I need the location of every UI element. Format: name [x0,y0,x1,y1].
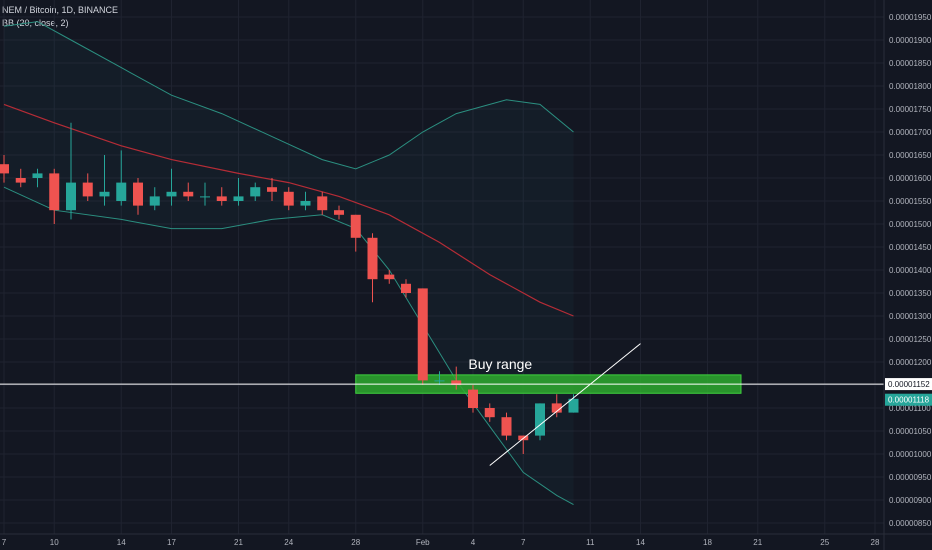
candle-body [49,173,60,211]
candle-body [568,398,579,413]
candles [0,122,579,454]
price-axis-panel [884,0,932,550]
candle-body [468,389,478,408]
candle-body [300,201,311,206]
y-tick-label: 0.00001800 [889,82,932,91]
x-tick-label: 11 [586,538,595,547]
hline-price-label: 0.00001152 [888,380,930,389]
y-tick-label: 0.00001050 [889,427,932,436]
candle-body [501,417,512,436]
x-tick-label: 7 [2,538,7,547]
candle-body [267,187,277,192]
x-tick-label: 14 [636,538,645,547]
y-tick-label: 0.00000850 [889,519,932,528]
x-tick-label: 28 [871,538,880,547]
y-tick-label: 0.00001600 [889,174,932,183]
candle-body [0,164,9,174]
y-tick-label: 0.00001750 [889,105,932,114]
y-tick-label: 0.00001400 [889,266,932,275]
candle-body [200,196,210,198]
x-tick-label: Feb [416,538,430,547]
y-tick-label: 0.00001250 [889,335,932,344]
bollinger-upper-line [3,21,574,170]
y-tick-label: 0.00001550 [889,197,932,206]
indicator-title: BB (20, close, 2) [2,18,69,28]
y-tick-label: 0.00001350 [889,289,932,298]
candle-body [32,173,43,178]
x-tick-label: 28 [351,538,360,547]
candle-body [15,178,26,183]
time-axis-panel [0,534,932,550]
y-tick-label: 0.00001900 [889,36,932,45]
candle-body [551,403,562,413]
y-tick-label: 0.00001000 [889,450,932,459]
y-tick-label: 0.00001450 [889,243,932,252]
x-tick-label: 21 [234,538,243,547]
y-tick-label: 0.00001200 [889,358,932,367]
candle-body [317,196,328,211]
bollinger-basis-line [3,103,574,317]
candle-body [233,196,244,201]
x-tick-label: 17 [167,538,176,547]
candle-body [183,191,194,197]
x-tick-label: 18 [703,538,712,547]
buy-range-label: Buy range [468,356,532,372]
current-price-badge [885,393,932,406]
y-tick-label: 0.00000950 [889,473,932,482]
y-tick-label: 0.00001650 [889,151,932,160]
x-tick-label: 21 [753,538,762,547]
symbol-title: NEM / Bitcoin, 1D, BINANCE [2,5,119,15]
candle-body [66,182,76,211]
y-tick-label: 0.00000900 [889,496,932,505]
candle-body [82,182,93,197]
x-tick-label: 7 [521,538,526,547]
candle-body [350,214,361,238]
x-tick-label: 14 [117,538,126,547]
x-tick-label: 10 [50,538,59,547]
x-tick-label: 4 [471,538,476,547]
y-tick-label: 0.00001300 [889,312,932,321]
candle-body [283,191,294,206]
candle-body [334,210,344,215]
y-tick-label: 0.00001950 [889,13,932,22]
current-price-label: 0.00001118 [888,396,930,405]
x-tick-label: 25 [820,538,829,547]
y-tick-label: 0.00001700 [889,128,932,137]
candle-body [434,380,445,382]
candle-body [116,182,127,201]
y-tick-label: 0.00001850 [889,59,932,68]
candle-body [250,187,261,197]
candle-body [417,288,428,381]
y-tick-label: 0.00001500 [889,220,932,229]
candle-body [401,283,411,293]
candle-body [484,408,495,418]
y-tick-label: 0.00001100 [889,404,931,413]
candle-body [535,403,545,436]
bollinger-fill [4,21,574,505]
candle-body [384,274,395,280]
candle-body [133,182,143,206]
candle-body [216,196,227,201]
candle-body [451,380,462,385]
trendline [489,343,641,466]
candle-body [367,237,378,280]
hline-price-badge [885,378,932,391]
x-tick-label: 24 [284,538,293,547]
overlays: Buy range [0,343,884,466]
candle-body [166,191,177,197]
candle-body [99,191,110,197]
candle-body [149,196,160,206]
